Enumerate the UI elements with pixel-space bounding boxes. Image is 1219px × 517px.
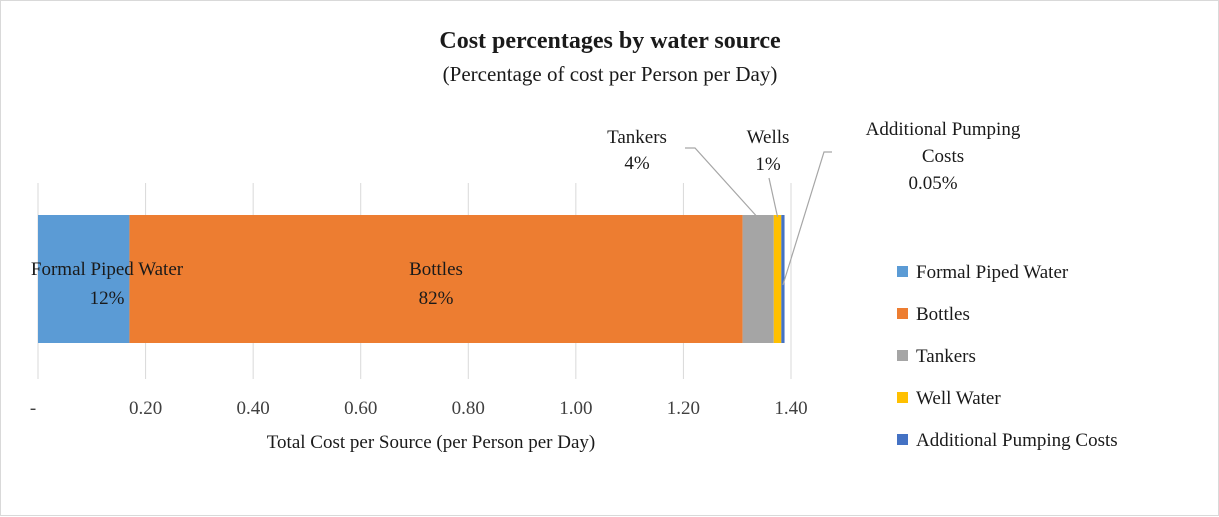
data-label: 82% [419, 288, 454, 309]
data-label: Tankers [607, 127, 667, 148]
data-label: Costs [922, 146, 964, 167]
x-axis-ticks: - 0.20 0.40 0.60 0.80 1.00 1.20 1.40 [30, 398, 808, 419]
bar-segments [38, 215, 785, 343]
bar-segment [773, 215, 782, 343]
x-tick-label: 0.20 [129, 398, 162, 419]
data-label: Bottles [409, 259, 463, 280]
data-label: Additional Pumping [866, 119, 1021, 140]
legend-swatch [897, 266, 908, 277]
data-label: 4% [624, 153, 650, 174]
x-tick-label: 1.00 [559, 398, 592, 419]
x-tick-label: - [30, 398, 36, 419]
data-label: Formal Piped Water [31, 259, 184, 280]
data-label: Wells [747, 127, 790, 148]
legend-label: Tankers [916, 346, 976, 367]
x-axis-title: Total Cost per Source (per Person per Da… [267, 432, 595, 453]
leader-line [782, 151, 832, 286]
legend-label: Bottles [916, 304, 970, 325]
x-tick-label: 1.20 [667, 398, 700, 419]
bar-segment [742, 215, 774, 343]
data-label: 12% [90, 288, 125, 309]
legend: Formal Piped Water Bottles Tankers Well Wat… [897, 262, 1118, 451]
leader-line [685, 147, 759, 219]
legend-swatch [897, 350, 908, 361]
x-tick-label: 0.60 [344, 398, 377, 419]
data-label: 0.05% [908, 173, 957, 194]
bar-segment [38, 215, 130, 343]
bar-segment [781, 215, 785, 343]
legend-label: Formal Piped Water [916, 262, 1069, 283]
x-tick-label: 0.80 [452, 398, 485, 419]
data-labels: Formal Piped Water 12% Bottles 82% Tankers 4%… [31, 119, 1021, 309]
x-tick-label: 1.40 [774, 398, 807, 419]
legend-label: Additional Pumping Costs [916, 430, 1118, 451]
chart-subtitle: (Percentage of cost per Person per Day) [443, 62, 778, 86]
chart-title: Cost percentages by water source [439, 28, 781, 54]
legend-swatch [897, 434, 908, 445]
legend-swatch [897, 392, 908, 403]
bar-segment [129, 215, 743, 343]
x-tick-label: 0.40 [237, 398, 270, 419]
data-label: 1% [755, 154, 781, 175]
legend-swatch [897, 308, 908, 319]
legend-label: Well Water [916, 388, 1001, 409]
leader-lines [685, 147, 832, 286]
leader-line [768, 177, 779, 218]
